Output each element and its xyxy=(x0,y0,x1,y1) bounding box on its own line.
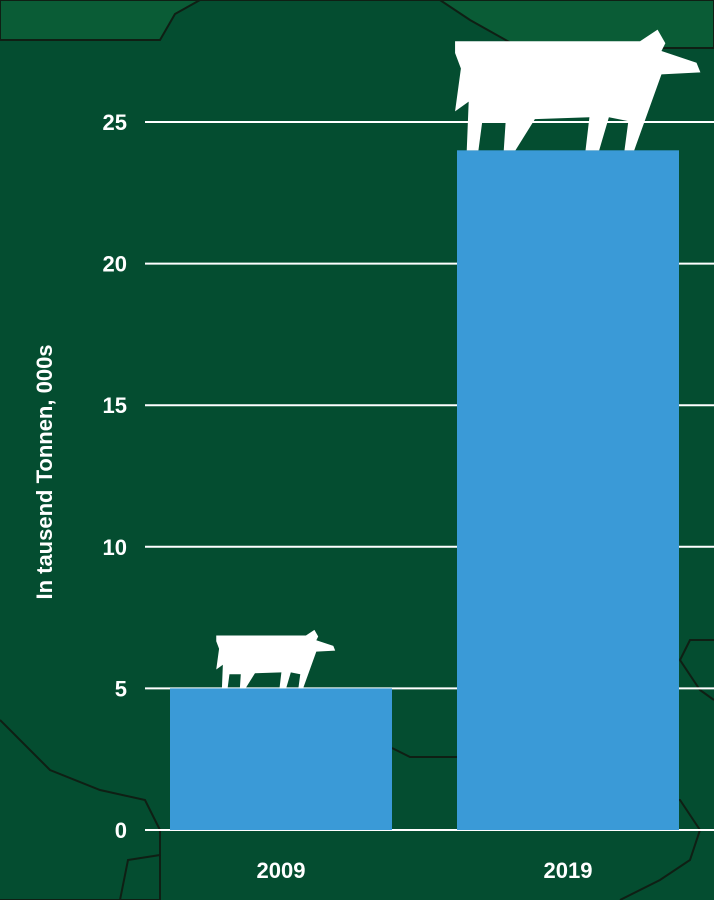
map-region-bottom-left xyxy=(119,854,161,900)
cow-icons xyxy=(216,29,701,689)
bars xyxy=(170,150,679,830)
y-tick-label-5: 5 xyxy=(115,676,127,701)
cow-icon xyxy=(216,629,336,689)
map-region-right xyxy=(678,639,714,701)
cow-icon xyxy=(455,29,701,151)
y-tick-label-25: 25 xyxy=(103,110,127,135)
y-tick-labels: 0 5 10 15 20 25 xyxy=(103,110,127,843)
y-tick-label-15: 15 xyxy=(103,393,127,418)
bar-2019 xyxy=(457,150,679,830)
y-axis-label: In tausend Tonnen, 000s xyxy=(32,344,57,599)
bar-2009 xyxy=(170,688,392,830)
map-region-bottom xyxy=(0,719,161,900)
y-tick-label-20: 20 xyxy=(103,252,127,277)
y-tick-label-0: 0 xyxy=(115,818,127,843)
map-region-top xyxy=(0,0,714,49)
y-tick-label-10: 10 xyxy=(103,535,127,560)
x-tick-label-2019: 2019 xyxy=(544,858,593,883)
x-tick-label-2009: 2009 xyxy=(257,858,306,883)
x-tick-labels: 2009 2019 xyxy=(257,858,593,883)
